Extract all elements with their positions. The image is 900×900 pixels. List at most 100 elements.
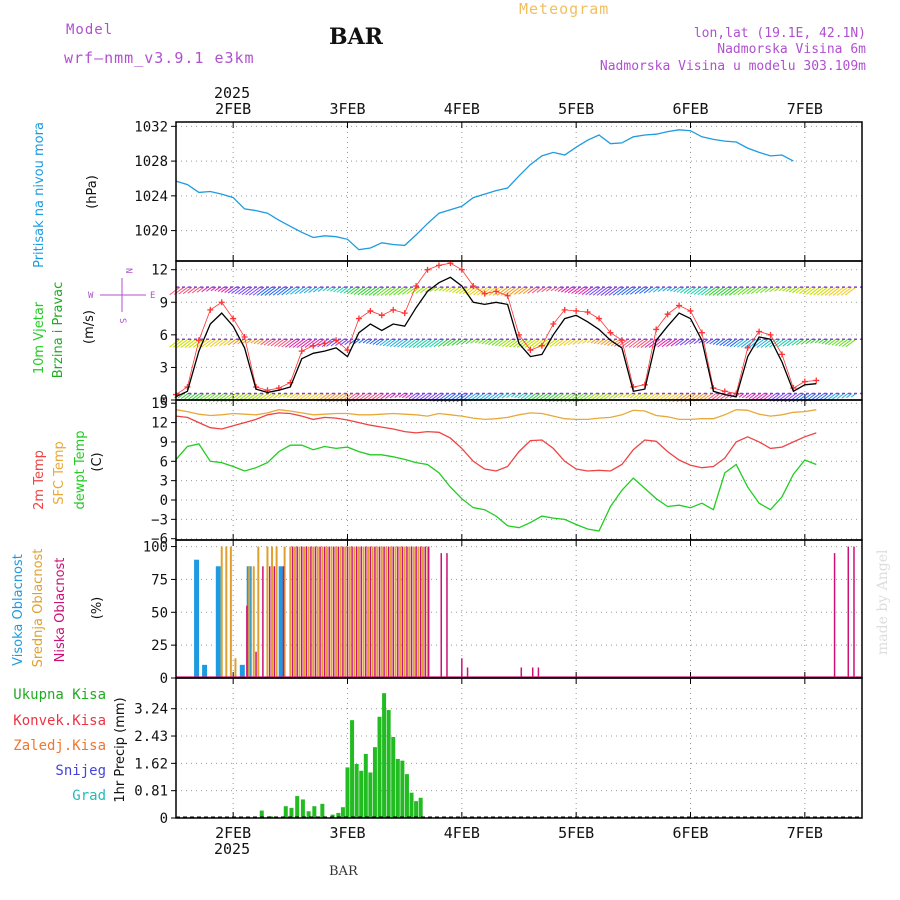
wind-barb [816,286,829,296]
wind-barb [501,393,509,399]
wind-barb [524,338,537,348]
cloud-mid-bar [335,546,338,678]
wind-panel: 0 3 6 9 12 [151,260,863,409]
wind-barb [353,286,365,295]
wind-barb [296,338,309,348]
cloud-low-bar [461,658,463,678]
wind-barb [180,338,193,348]
cloud-mid-bar [357,546,360,678]
precip-bar [391,737,396,818]
precip-bar [295,796,300,818]
precip-tick-label: 0 [160,811,168,827]
wind-barb [802,286,813,295]
wind-barb [769,338,781,348]
wind-barb [256,286,269,296]
wind-barb [350,286,361,295]
wind-barb [564,286,573,293]
wind-barb [728,286,741,296]
wind-barb [805,286,817,295]
cloud-mid-bar [330,546,333,678]
wind-barb [774,286,781,292]
wind-barb [805,338,813,345]
temperature-panel: −6 −3 0 3 6 9 12 15 [151,396,863,548]
wind-barb [786,338,797,347]
wind-barb [632,338,645,348]
wind-barb [716,286,729,296]
wind-barb [840,286,853,296]
wind-barb [554,286,561,292]
precip-legend-item: Konvek.Kisa [13,713,106,729]
wind-barb [248,286,261,296]
wind-barb [693,338,701,345]
wind-barb [758,393,769,401]
wind-barb [333,286,341,293]
wind-barb [335,338,345,347]
wind-barb [670,338,681,347]
cloud-mid-bar [220,546,223,678]
cloud-mid-bar [266,546,269,678]
wind-barb [462,286,473,295]
wind-barb [267,338,277,347]
wind-barb [227,338,237,346]
cloud-low-bar [369,546,372,678]
wind-barb [184,393,193,400]
cloud-low-bar [374,546,376,678]
panel-border [175,121,863,262]
cloud-mid-bar [321,546,324,678]
cloud-low-bar [273,566,276,678]
temp-tick-label: 0 [160,493,168,509]
gust-marker [596,315,603,322]
wind-barb [608,286,621,296]
wind-barb [491,338,501,346]
gust-marker [504,292,511,299]
wind-barb [524,393,533,400]
bottom-date-label: 5FEB [558,824,594,842]
cloud-tick-label: 50 [151,605,168,621]
wind-barb [701,286,713,296]
temp-tick-label: −6 [151,532,168,548]
cloud-low-bar [406,546,408,678]
wind-barb [600,286,613,296]
gust-marker [618,337,625,344]
wind-barb [196,286,205,293]
wind-barb [336,286,345,293]
wind-barb [513,286,525,295]
gust-marker [218,299,225,306]
precip-bar [320,803,325,818]
wind-barb [191,286,201,294]
precip-tick-label: 2.43 [134,729,168,745]
coords-label: lon,lat (19.1E, 42.1N) [694,26,866,41]
cloud-low-bar [337,546,340,678]
wind-axis-label-1: 10m Vjetar [32,301,47,374]
wind-barb [520,393,529,400]
cloud-low-bar [446,553,448,678]
svg-text:N: N [123,268,133,273]
pressure-tick-label: 1028 [134,154,168,170]
wind-barb [563,338,573,346]
wind-barb [628,338,641,348]
wind-barb [329,286,337,292]
cloud-low-bar [282,566,285,678]
precip-bar [382,693,387,818]
wind-barb [306,393,317,401]
gust-marker [573,307,580,314]
bottom-date-label: 4FEB [444,824,480,842]
model-label: Model [66,22,113,38]
wind-barb [433,338,445,348]
wind-barb [217,286,225,292]
precip-bar [330,814,335,818]
gust-marker [538,342,545,349]
wind-barb [724,286,737,296]
gust-marker [435,262,442,269]
gust-marker [333,337,340,344]
wind-barb [704,286,717,296]
cloud-low-bar [847,546,850,678]
wind-barb [726,338,737,347]
wind-barb [845,338,857,348]
cloud-tick-label: 25 [151,638,168,654]
wind-barb [603,393,613,400]
cloud-low-bar [346,546,349,678]
wind-barb [624,338,637,348]
wind-barb [648,338,661,348]
wind-barb [177,393,185,399]
